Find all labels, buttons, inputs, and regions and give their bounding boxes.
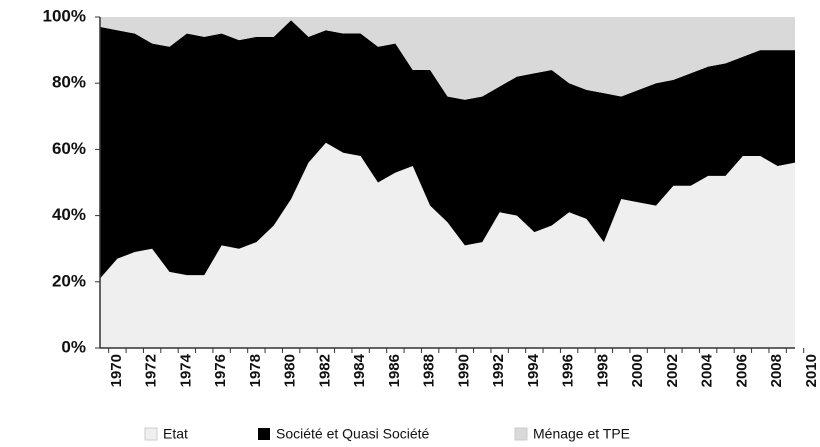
x-tick-label: 2006 xyxy=(733,354,750,387)
legend-swatch xyxy=(258,428,270,440)
x-tick-label: 1990 xyxy=(455,354,472,387)
area xyxy=(100,20,795,279)
x-tick-label: 1992 xyxy=(490,354,507,387)
x-tick-label: 1978 xyxy=(247,354,264,387)
y-tick-label: 60% xyxy=(52,139,86,158)
x-tick-label: 1996 xyxy=(560,354,577,387)
x-tick-label: 2000 xyxy=(629,354,646,387)
x-tick-label: 2010 xyxy=(803,354,820,387)
x-tick-label: 1980 xyxy=(282,354,299,387)
y-tick-label: 40% xyxy=(52,205,86,224)
legend-label: Etat xyxy=(163,426,188,442)
x-tick-label: 1994 xyxy=(525,353,542,387)
legend-label: Société et Quasi Société xyxy=(276,426,430,442)
y-tick-label: 80% xyxy=(52,73,86,92)
x-tick-label: 1984 xyxy=(351,353,368,387)
legend-swatch xyxy=(144,427,158,441)
y-tick-label: 100% xyxy=(43,6,86,25)
x-tick-label: 1976 xyxy=(212,354,229,387)
x-tick-label: 1988 xyxy=(421,354,438,387)
x-tick-label: 1998 xyxy=(594,354,611,387)
x-tick-label: 1970 xyxy=(108,354,125,387)
legend-swatch xyxy=(514,427,528,441)
x-tick-label: 2002 xyxy=(664,354,681,387)
x-tick-label: 1986 xyxy=(386,354,403,387)
x-tick-label: 2004 xyxy=(699,353,716,387)
legend-label: Ménage et TPE xyxy=(533,426,630,442)
y-tick-label: 0% xyxy=(61,337,86,356)
x-tick-label: 1974 xyxy=(177,353,194,387)
x-tick-label: 1972 xyxy=(143,354,160,387)
area xyxy=(100,17,795,100)
x-tick-label: 2008 xyxy=(768,354,785,387)
area xyxy=(100,142,795,348)
y-tick-label: 20% xyxy=(52,271,86,290)
x-tick-label: 1982 xyxy=(316,354,333,387)
